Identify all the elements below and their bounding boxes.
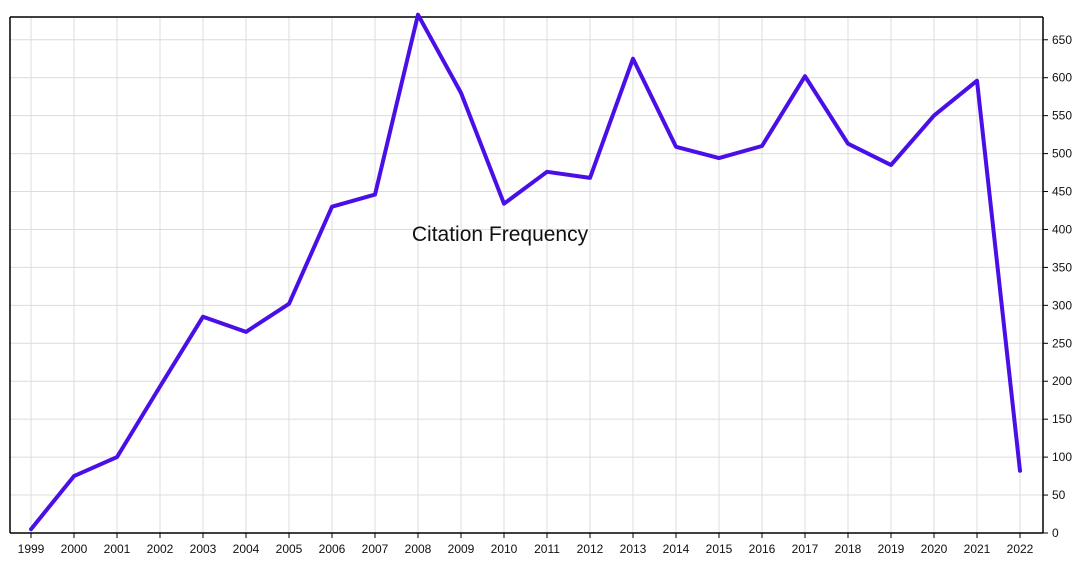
x-tick-label-2002: 2002: [147, 542, 174, 556]
x-tick-label-2011: 2011: [534, 542, 560, 556]
x-tick-label-2012: 2012: [577, 542, 604, 556]
x-tick-label-2015: 2015: [706, 542, 733, 556]
x-tick-label-2000: 2000: [61, 542, 88, 556]
x-tick-label-1999: 1999: [18, 542, 45, 556]
y-tick-label-200: 200: [1052, 374, 1072, 388]
y-tick-label-250: 250: [1052, 336, 1072, 350]
y-tick-label-50: 50: [1052, 488, 1066, 502]
y-tick-label-300: 300: [1052, 298, 1072, 312]
x-tick-label-2020: 2020: [921, 542, 948, 556]
x-tick-label-2022: 2022: [1007, 542, 1034, 556]
x-tick-label-2003: 2003: [190, 542, 217, 556]
x-tick-label-2013: 2013: [620, 542, 647, 556]
x-tick-label-2001: 2001: [104, 542, 131, 556]
chart-title: Citation Frequency: [412, 223, 589, 246]
y-tick-label-500: 500: [1052, 147, 1072, 161]
y-tick-label-650: 650: [1052, 33, 1072, 47]
y-tick-label-100: 100: [1052, 450, 1072, 464]
x-tick-label-2006: 2006: [319, 542, 346, 556]
x-tick-label-2021: 2021: [964, 542, 991, 556]
x-tick-label-2014: 2014: [663, 542, 690, 556]
x-tick-label-2005: 2005: [276, 542, 303, 556]
y-tick-label-450: 450: [1052, 185, 1072, 199]
y-tick-label-550: 550: [1052, 109, 1072, 123]
y-tick-label-350: 350: [1052, 260, 1072, 274]
y-tick-label-400: 400: [1052, 222, 1072, 236]
x-tick-label-2010: 2010: [491, 542, 518, 556]
axes-layer: 1999 2000 2001 2002 2003 2004 2005 2006 2007 2008…: [9, 16, 1072, 556]
y-tick-label-600: 600: [1052, 71, 1072, 85]
y-tick-label-0: 0: [1052, 526, 1059, 540]
x-tick-label-2008: 2008: [405, 542, 432, 556]
x-tick-label-2004: 2004: [233, 542, 260, 556]
x-tick-label-2019: 2019: [878, 542, 905, 556]
series-line-1: [29, 12, 1022, 532]
x-tick-label-2007: 2007: [362, 542, 389, 556]
x-tick-label-2018: 2018: [835, 542, 862, 556]
x-tick-label-2009: 2009: [448, 542, 475, 556]
x-tick-label-2016: 2016: [749, 542, 776, 556]
y-tick-label-150: 150: [1052, 412, 1072, 426]
grid-layer: [10, 17, 1043, 534]
series-layer: [29, 12, 1022, 532]
x-tick-label-2017: 2017: [792, 542, 819, 556]
